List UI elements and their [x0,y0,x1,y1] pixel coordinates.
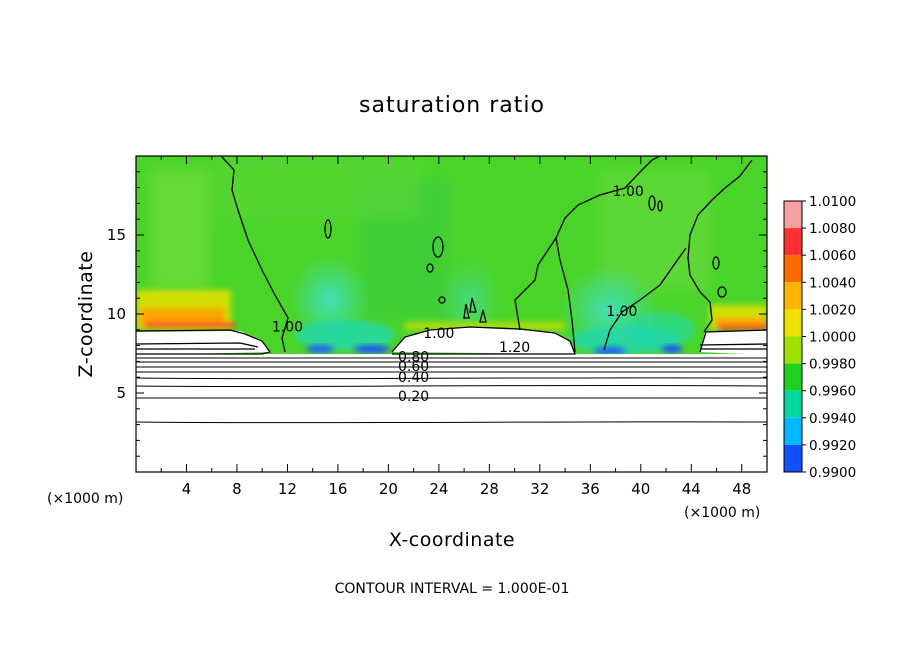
x-tick-label: 40 [631,480,650,498]
blue-pocket-4 [662,345,682,353]
x-tick-label: 44 [682,480,701,498]
streak-2 [295,320,395,350]
blue-pocket-3 [594,347,626,355]
x-unit-label-left: (×1000 m) [47,491,123,507]
x-tick-label: 24 [429,480,448,498]
colorbar-label: 1.0100 [809,194,856,210]
contour-label: 1.00 [272,320,303,336]
streak-5 [625,312,695,348]
contour-label: 1.00 [606,304,637,320]
y-axis-ticks: 5 10 15 [107,171,767,457]
contour-label: 0.80 [398,350,429,366]
x-tick-label: 36 [581,480,600,498]
colorbar-band [784,309,802,337]
shade-left [150,170,210,290]
super-left-red [145,322,235,328]
x-unit-label-right: (×1000 m) [684,505,760,521]
colorbar-label: 1.0080 [809,221,856,237]
colorbar-band [784,444,802,472]
colorbar-label: 1.0060 [809,248,856,264]
colorbar-band [784,336,802,364]
colorbar-label: 0.9980 [809,357,856,373]
x-tick-label: 28 [480,480,499,498]
y-tick-label: 10 [107,305,126,323]
y-tick-label: 5 [116,384,126,402]
colorbar-band [784,255,802,283]
contour-labels: 0.20 0.400.600.80 1.00 1.20 1.00 1.00 1.00 [272,184,644,405]
x-tick-label: 48 [732,480,751,498]
super-mid-yellow [405,322,565,330]
colorbar-label: 0.9900 [809,465,856,481]
colorbar-band [784,390,802,418]
colorbar-label: 1.0000 [809,330,856,346]
y-axis-label: Z-coordinate [75,251,97,378]
dry-cap-right [700,330,767,355]
shade-top [220,158,420,218]
contour-label: 1.00 [423,326,454,342]
blue-pocket-2 [354,345,390,353]
x-tick-label: 8 [232,480,242,498]
colorbar-band [784,282,802,310]
x-tick-label: 16 [328,480,347,498]
contour-lines-lower [136,357,767,424]
x-tick-label: 32 [530,480,549,498]
dry-lower-region [136,354,767,472]
x-tick-label: 4 [182,480,192,498]
contour-label: 0.20 [398,389,429,405]
colorbar-label: 0.9960 [809,384,856,400]
super-right-orange [715,318,767,328]
contour-label: 0.60 [398,359,429,375]
contour-label: 0.40 [398,370,429,386]
x-tick-label: 12 [278,480,297,498]
dry-cap-mid [392,327,575,354]
contour-lines-cloud [136,156,767,355]
x-tick-label: 20 [379,480,398,498]
colorbar: 1.0100 1.0080 1.0060 1.0040 1.0020 1.0000 0.99… [783,194,856,481]
chart-title: saturation ratio [359,93,545,118]
colorbar-band [784,228,802,256]
y-tick-label: 15 [107,226,126,244]
x-axis-ticks: 4 8 12 16 20 24 28 32 36 40 44 48 [160,156,751,498]
colorbar-label: 0.9940 [809,411,856,427]
blue-pocket-1 [306,345,334,353]
colorbar-label: 1.0040 [809,275,856,291]
heatmap-field [136,156,767,472]
contour-label: 1.00 [613,184,644,200]
super-right-red [718,325,767,330]
contour-label: 1.20 [499,340,530,356]
colorbar-band [784,417,802,445]
colorbar-label: 1.0020 [809,302,856,318]
colorbar-band [784,201,802,229]
colorbar-label: 0.9920 [809,438,856,454]
x-axis-label: X-coordinate [389,529,515,551]
contour-interval-label: CONTOUR INTERVAL = 1.000E-01 [335,581,570,597]
colorbar-band [784,363,802,391]
